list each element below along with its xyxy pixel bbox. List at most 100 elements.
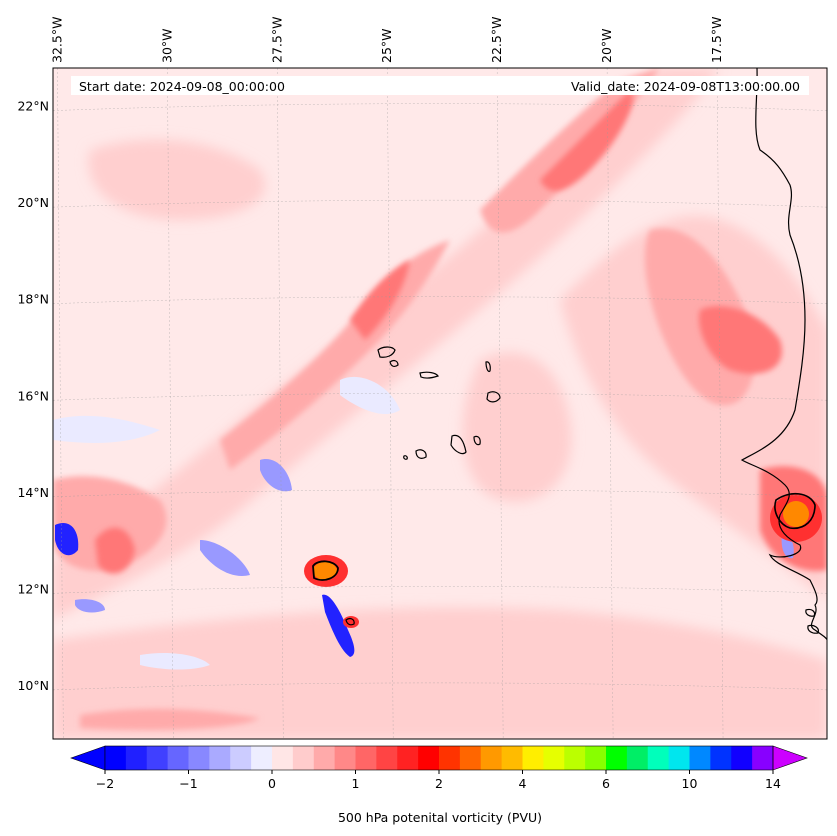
pv-field-strong-areas (95, 90, 827, 574)
latitude-tick-label: 18°N (17, 292, 49, 307)
latitude-tick-label: 22°N (17, 99, 49, 114)
island-santo-antao (377, 346, 396, 358)
colorbar-swatch (146, 746, 169, 770)
colorbar-swatch (272, 746, 294, 770)
latitude-tick-label: 12°N (17, 581, 49, 596)
colorbar-swatch (480, 746, 503, 770)
island-fogo (415, 449, 427, 459)
pv-region-north (88, 139, 266, 220)
colorbar-swatch (689, 746, 711, 770)
pv-neg-cell-1 (260, 459, 292, 492)
colorbar-swatch (731, 746, 753, 770)
latitude-tick-labels: 10°N 12°N 14°N 16°N 18°N 20°N 22°N (17, 99, 49, 693)
pv-contour-cell-2 (345, 618, 355, 626)
colorbar-swatch (334, 746, 356, 770)
pv-region-center (462, 352, 572, 502)
africa-coastline (740, 68, 827, 641)
plot-frame (52, 67, 828, 740)
pv-strong-streak-center (350, 260, 410, 340)
colorbar-swatch (522, 746, 544, 770)
latitude-tick-label: 20°N (17, 195, 49, 210)
gambia-outline (774, 492, 816, 530)
colorbar-swatch (606, 746, 628, 770)
colorbar-label: 500 hPa potenital vorticity (PVU) (338, 810, 542, 825)
colorbar-tick-label: 0 (268, 776, 276, 791)
colorbar-swatch (251, 746, 273, 770)
island-sao-vicente (389, 359, 399, 368)
colorbar-swatch (292, 746, 315, 770)
colorbar-tick-label: −2 (96, 776, 114, 791)
colorbar: −2 −1 0 1 2 4 6 10 14 (70, 745, 808, 791)
pv-south-band (80, 708, 260, 730)
island-brava (403, 455, 408, 460)
colorbar-swatch (167, 746, 189, 770)
colorbar-swatch (313, 746, 336, 770)
pv-neg-south (140, 653, 210, 670)
longitude-tick-label: 30°W (159, 28, 174, 63)
colorbar-swatch (188, 746, 210, 770)
pv-hot-cell-1 (313, 562, 337, 580)
latitude-tick-label: 16°N (17, 388, 49, 403)
latitude-tick-label: 14°N (17, 485, 49, 500)
pv-neg-cell-core-west (55, 522, 79, 556)
island-santiago (450, 434, 467, 455)
colorbar-swatch (626, 746, 649, 770)
longitude-tick-label: 25°W (379, 28, 394, 63)
colorbar-swatch (459, 746, 482, 770)
colorbar-tick-label: 10 (682, 776, 698, 791)
latitude-tick-label: 10°N (17, 678, 49, 693)
info-box (71, 76, 809, 95)
colorbar-swatch (647, 746, 670, 770)
island-maio (473, 435, 481, 446)
colorbar-swatch (752, 746, 774, 770)
colorbar-tick-label: 14 (765, 776, 781, 791)
pv-southwest-cells (53, 476, 167, 571)
colorbar-swatch (376, 746, 398, 770)
colorbar-tick-label: 1 (352, 776, 360, 791)
colorbar-tick-label: −1 (179, 776, 197, 791)
colorbar-swatch (418, 746, 440, 770)
longitude-tick-label: 20°W (599, 28, 614, 63)
longitude-tick-label: 17.5°W (709, 17, 724, 63)
pv-field (53, 68, 827, 739)
coastlines (312, 68, 827, 641)
colorbar-tick-label: 4 (519, 776, 527, 791)
colorbar-swatch (125, 746, 148, 770)
colorbar-swatch (439, 746, 461, 770)
pv-band-southwest (53, 68, 720, 620)
pv-neg-cell-3 (75, 599, 105, 613)
pv-region-south (53, 607, 827, 739)
longitude-tick-label: 32.5°W (49, 17, 64, 63)
colorbar-swatch (585, 746, 607, 770)
longitude-tick-labels: 32.5°W 30°W 27.5°W 25°W 22.5°W 20°W 17.5°W (49, 17, 724, 63)
longitude-tick-label: 27.5°W (269, 17, 284, 63)
pv-core-ring-3 (343, 616, 359, 628)
pv-strong-streak-north (540, 90, 633, 191)
colorbar-swatch (501, 746, 523, 770)
colorbar-tick-label: 2 (435, 776, 443, 791)
colorbar-swatch (397, 746, 419, 770)
colorbar-swatch (543, 746, 565, 770)
colorbar-swatch (668, 746, 690, 770)
island-boa-vista (486, 391, 501, 403)
colorbar-tick-label: 6 (602, 776, 610, 791)
pv-field-negative-areas (53, 376, 794, 670)
pv-neg-center (340, 376, 400, 415)
valid-date-label: Valid_date: 2024-09-08T13:00:00.00 (571, 79, 800, 94)
pv-neg-west (53, 415, 160, 443)
colorbar-swatch (355, 746, 377, 770)
pv-hot-cell-2 (783, 501, 809, 527)
colorbar-swatch (230, 746, 252, 770)
colorbar-swatch (710, 746, 732, 770)
pv-contour-cell-1 (312, 560, 339, 581)
colorbar-swatch (105, 746, 127, 770)
colorbar-under-arrow (70, 745, 106, 771)
pv-neg-cell-2 (200, 540, 250, 576)
colorbar-over-arrow (772, 745, 808, 771)
coast-islands-south (805, 608, 819, 634)
longitude-tick-label: 22.5°W (489, 17, 504, 63)
island-sal (485, 361, 491, 373)
island-sao-nicolau (419, 371, 439, 379)
colorbar-swatch (209, 746, 231, 770)
start-date-label: Start date: 2024-09-08_00:00:00 (79, 79, 285, 94)
